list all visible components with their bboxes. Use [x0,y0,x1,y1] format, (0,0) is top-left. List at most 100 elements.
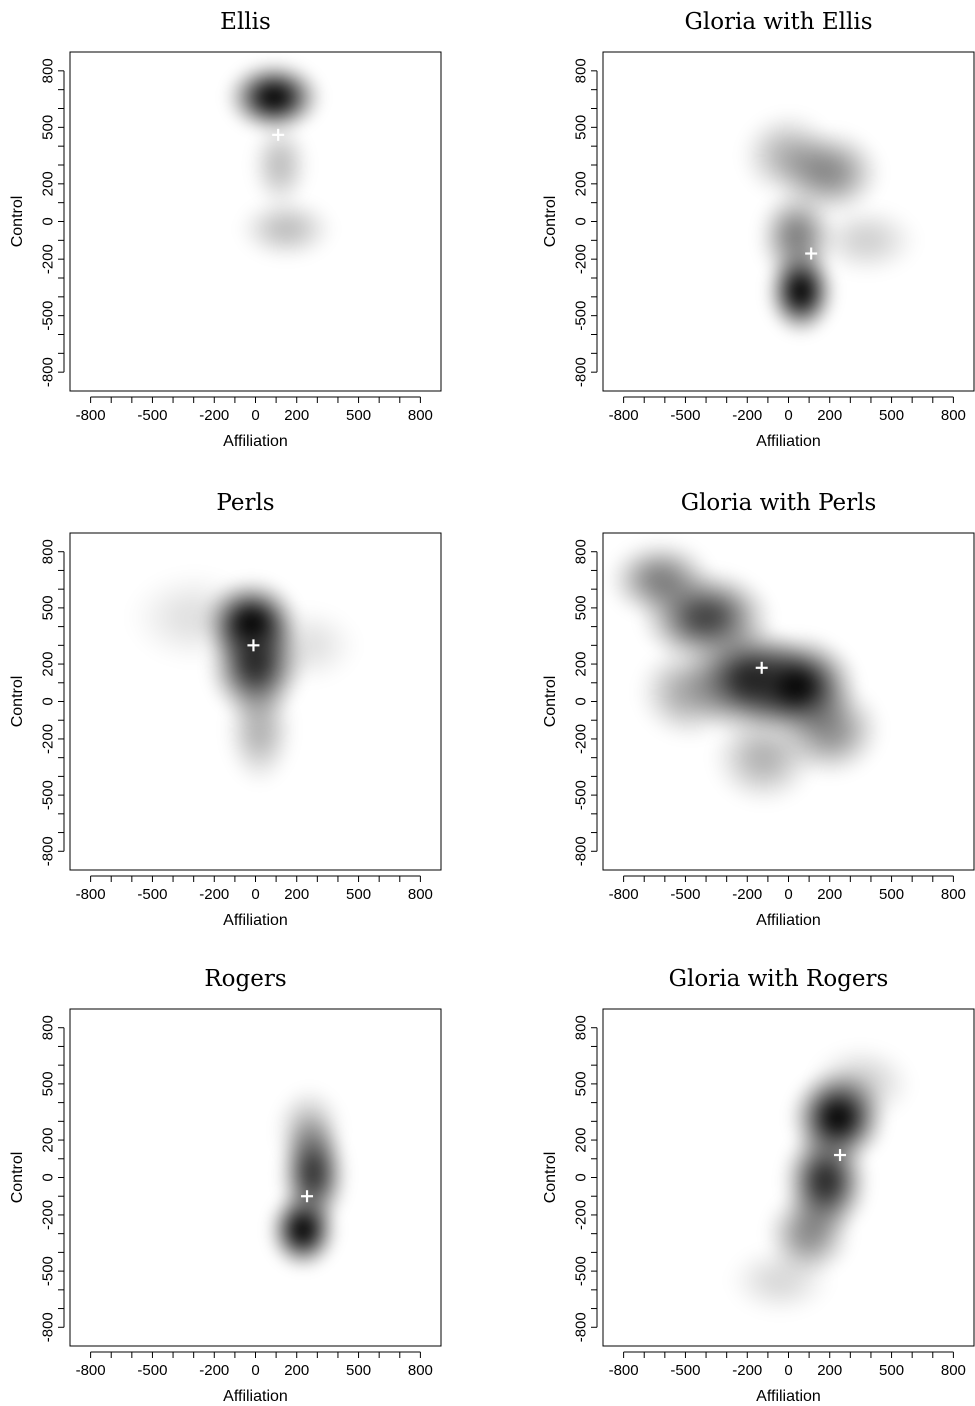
x-tick-label: 800 [941,407,966,424]
y-tick-label: -800 [40,1312,57,1342]
x-axis-label: Affiliation [756,433,821,450]
y-axis-label: Control [9,196,26,248]
x-tick-label: 200 [284,886,309,903]
x-tick-label: -800 [76,1362,106,1379]
density-layer [224,59,337,263]
y-tick-label: 0 [573,697,590,705]
density-layer [738,110,922,337]
panel-4: Gloria with Perls -800 -500 -200 0 200 500 800 A… [542,490,975,929]
x-tick-label: -500 [670,886,700,903]
y-tick-label: -800 [40,357,57,387]
y-tick-label: 800 [40,1015,57,1040]
y-tick-label: -500 [573,301,590,331]
plot-border [69,51,442,392]
y-axis-label: Control [542,676,559,728]
x-tick-label: 800 [941,1362,966,1379]
x-tick-label: 500 [879,886,904,903]
y-tick-label: 800 [573,539,590,564]
x-tick-label: 200 [284,407,309,424]
density-blob [738,110,839,202]
density-blob [272,1085,346,1176]
x-tick-label: -200 [732,886,762,903]
y-tick-label: -800 [573,1312,590,1342]
y-tick-label: -200 [573,244,590,274]
density-layer [606,538,885,808]
y-tick-label: -200 [573,1200,590,1230]
panel-title: Gloria with Ellis [684,9,872,35]
y-tick-label: 500 [40,595,57,620]
y-tick-label: 800 [573,58,590,83]
density-blob [806,1042,915,1126]
density-layer [125,567,362,788]
panel-1: Ellis -800 -500 -200 0 200 500 800 Affiliation -8… [9,9,442,450]
x-tick-label: 500 [879,1362,904,1379]
x-tick-label: 800 [941,886,966,903]
x-tick-label: 0 [251,886,259,903]
y-tick-label: 0 [40,1173,57,1181]
x-tick-label: 200 [817,1362,842,1379]
x-tick-label: -200 [732,407,762,424]
x-tick-label: -500 [137,886,167,903]
mean-marker [247,639,260,652]
x-tick-label: -200 [199,1362,229,1379]
y-tick-label: -500 [40,780,57,810]
x-tick-label: -800 [609,407,639,424]
mean-marker [834,1149,847,1162]
x-tick-label: -500 [137,1362,167,1379]
x-tick-label: 0 [784,886,792,903]
y-tick-label: -200 [573,724,590,754]
y-tick-label: -500 [573,780,590,810]
y-tick-label: 200 [40,1128,57,1153]
x-axis-label: Affiliation [223,912,288,929]
panel-2: Gloria with Ellis -800 -500 -200 0 200 500 800 A… [542,9,975,450]
density-blob [635,642,744,742]
x-tick-label: 800 [408,886,433,903]
plot-border [602,51,975,392]
x-tick-label: 200 [817,886,842,903]
density-blob [248,119,312,211]
x-tick-label: 500 [346,407,371,424]
y-axis-label: Control [9,676,26,728]
y-tick-label: 200 [40,171,57,196]
y-tick-label: 0 [573,1173,590,1181]
y-tick-label: 0 [573,217,590,225]
y-tick-label: -200 [40,724,57,754]
y-tick-label: -800 [40,836,57,866]
x-tick-label: -200 [732,1362,762,1379]
y-axis-label: Control [9,1152,26,1204]
y-tick-label: -200 [40,1200,57,1230]
y-tick-label: 0 [40,697,57,705]
x-axis-label: Affiliation [756,912,821,929]
density-blob [223,671,296,788]
x-axis-label: Affiliation [223,1388,288,1405]
density-blob [224,59,324,135]
x-tick-label: 0 [251,407,259,424]
panel-3: Perls -800 -500 -200 0 200 500 800 Affiliation -8… [9,490,442,929]
x-tick-label: 500 [879,407,904,424]
plot-border [602,532,975,871]
panel-title: Gloria with Perls [681,490,877,516]
y-tick-label: -500 [40,301,57,331]
density-layer [725,1042,915,1318]
y-tick-label: 500 [573,595,590,620]
x-tick-label: -500 [670,1362,700,1379]
y-tick-label: 800 [573,1015,590,1040]
y-axis-label: Control [542,196,559,248]
x-tick-label: -800 [609,1362,639,1379]
density-blob [606,538,716,621]
panel-title: Rogers [204,966,286,992]
plot-area [70,1009,441,1346]
density-layer [266,1085,350,1272]
y-tick-label: 0 [40,217,57,225]
x-axis-label: Affiliation [756,1388,821,1405]
x-tick-label: -800 [76,407,106,424]
panel-title: Gloria with Rogers [669,966,889,992]
mean-marker [805,247,818,260]
density-blob [125,567,262,667]
plot-border [69,1008,442,1347]
x-axis-label: Affiliation [223,433,288,450]
mean-marker [272,128,285,141]
x-tick-label: -200 [199,407,229,424]
panel-title: Ellis [220,9,271,35]
